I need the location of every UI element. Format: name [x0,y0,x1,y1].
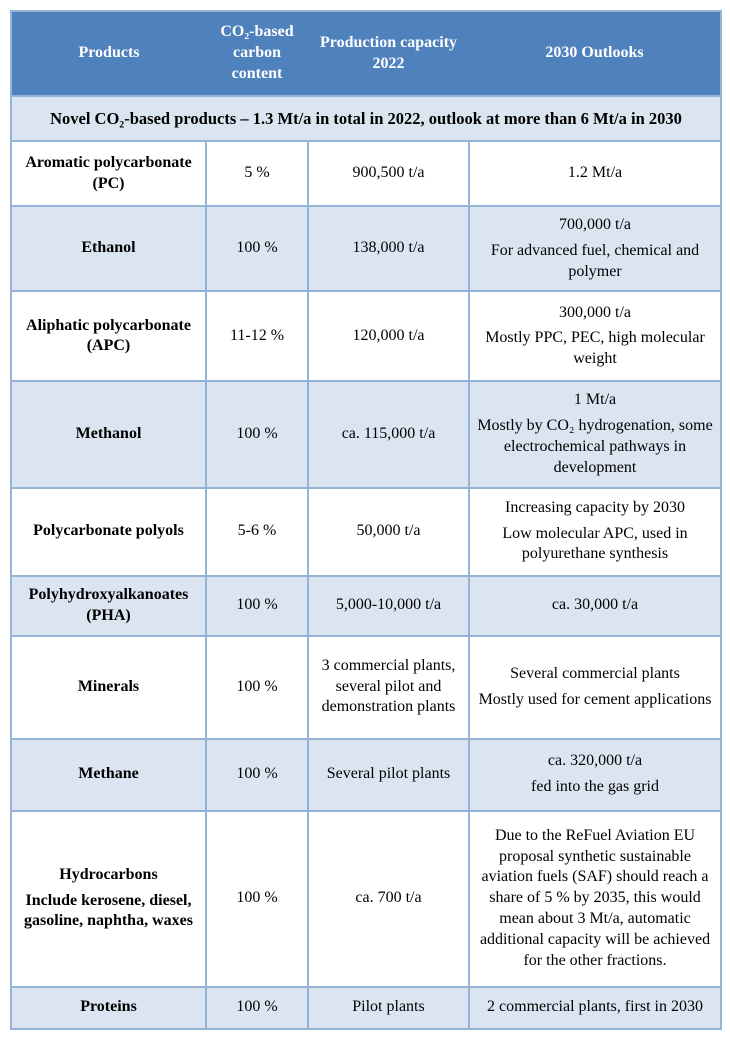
capacity-cell: ca. 700 t/a [307,809,470,988]
table-subheader-text: Novel CO₂-based products – 1.3 Mt/a in t… [10,95,722,142]
capacity-cell: 900,500 t/a [307,140,470,207]
outlook-cell: 300,000 t/a Mostly PPC, PEC, high molecul… [468,290,722,383]
carbon-content-cell: 100 % [205,809,309,988]
outlook-cell: ca. 30,000 t/a [468,574,722,637]
table-row: Hydrocarbons Include kerosene, diesel, ga… [10,809,722,988]
product-cell: Methanol [10,380,207,489]
co2-products-table: Products CO₂-based carbon content Produc… [10,10,722,1030]
product-cell: Polyhydroxyalkanoates (PHA) [10,574,207,637]
product-cell: Methane [10,737,207,812]
table-header-row: Products CO₂-based carbon content Produc… [11,10,721,97]
table-row: Methane 100 % Several pilot plants ca. 3… [10,737,722,812]
table-row: Methanol 100 % ca. 115,000 t/a 1 Mt/a Mos… [10,380,722,489]
product-cell: Polycarbonate polyols [10,486,207,577]
outlook-cell: Several commercial plants Mostly used for… [468,634,722,740]
column-header-products: Products [11,10,206,97]
capacity-cell: 138,000 t/a [307,204,470,293]
table-row: Proteins 100 % Pilot plants 2 commercial… [10,985,722,1030]
carbon-content-cell: 5-6 % [205,486,309,577]
capacity-cell: ca. 115,000 t/a [307,380,470,489]
product-cell: Aliphatic polycarbonate (APC) [10,290,207,383]
carbon-content-cell: 100 % [205,737,309,812]
outlook-cell: Increasing capacity by 2030 Low molecular… [468,486,722,577]
table-row: Minerals 100 % 3 commercial plants, seve… [10,634,722,740]
capacity-cell: Several pilot plants [307,737,470,812]
column-header-2030-outlooks: 2030 Outlooks [469,10,721,97]
table-row: Polyhydroxyalkanoates (PHA) 100 % 5,000-… [10,574,722,637]
product-cell: Minerals [10,634,207,740]
carbon-content-cell: 100 % [205,204,309,293]
outlook-cell: 700,000 t/a For advanced fuel, chemical a… [468,204,722,293]
outlook-cell: 1 Mt/a Mostly by CO₂ hydrogenation, some … [468,380,722,489]
capacity-cell: 50,000 t/a [307,486,470,577]
carbon-content-cell: 11-12 % [205,290,309,383]
carbon-content-cell: 100 % [205,574,309,637]
table-row: Aliphatic polycarbonate (APC) 11-12 % 12… [10,290,722,383]
capacity-cell: 3 commercial plants, several pilot and d… [307,634,470,740]
product-cell: Aromatic polycarbonate (PC) [10,140,207,207]
carbon-content-cell: 5 % [205,140,309,207]
table-body: Novel CO₂-based products – 1.3 Mt/a in t… [10,95,722,1030]
table-row: Aromatic polycarbonate (PC) 5 % 900,500 … [10,140,722,207]
carbon-content-cell: 100 % [205,634,309,740]
product-cell: Proteins [10,985,207,1030]
table-subheader-row: Novel CO₂-based products – 1.3 Mt/a in t… [10,95,722,142]
product-cell: Ethanol [10,204,207,293]
outlook-cell: 2 commercial plants, first in 2030 [468,985,722,1030]
capacity-cell: 5,000-10,000 t/a [307,574,470,637]
carbon-content-cell: 100 % [205,380,309,489]
outlook-cell: ca. 320,000 t/a fed into the gas grid [468,737,722,812]
capacity-cell: Pilot plants [307,985,470,1030]
table-row: Ethanol 100 % 138,000 t/a 700,000 t/a For… [10,204,722,293]
table-row: Polycarbonate polyols 5-6 % 50,000 t/a I… [10,486,722,577]
capacity-cell: 120,000 t/a [307,290,470,383]
carbon-content-cell: 100 % [205,985,309,1030]
column-header-production-capacity: Production capacity 2022 [308,10,469,97]
column-header-carbon-content: CO₂-based carbon content [206,10,308,97]
outlook-cell: 1.2 Mt/a [468,140,722,207]
outlook-cell: Due to the ReFuel Aviation EU proposal s… [468,809,722,988]
product-cell: Hydrocarbons Include kerosene, diesel, ga… [10,809,207,988]
